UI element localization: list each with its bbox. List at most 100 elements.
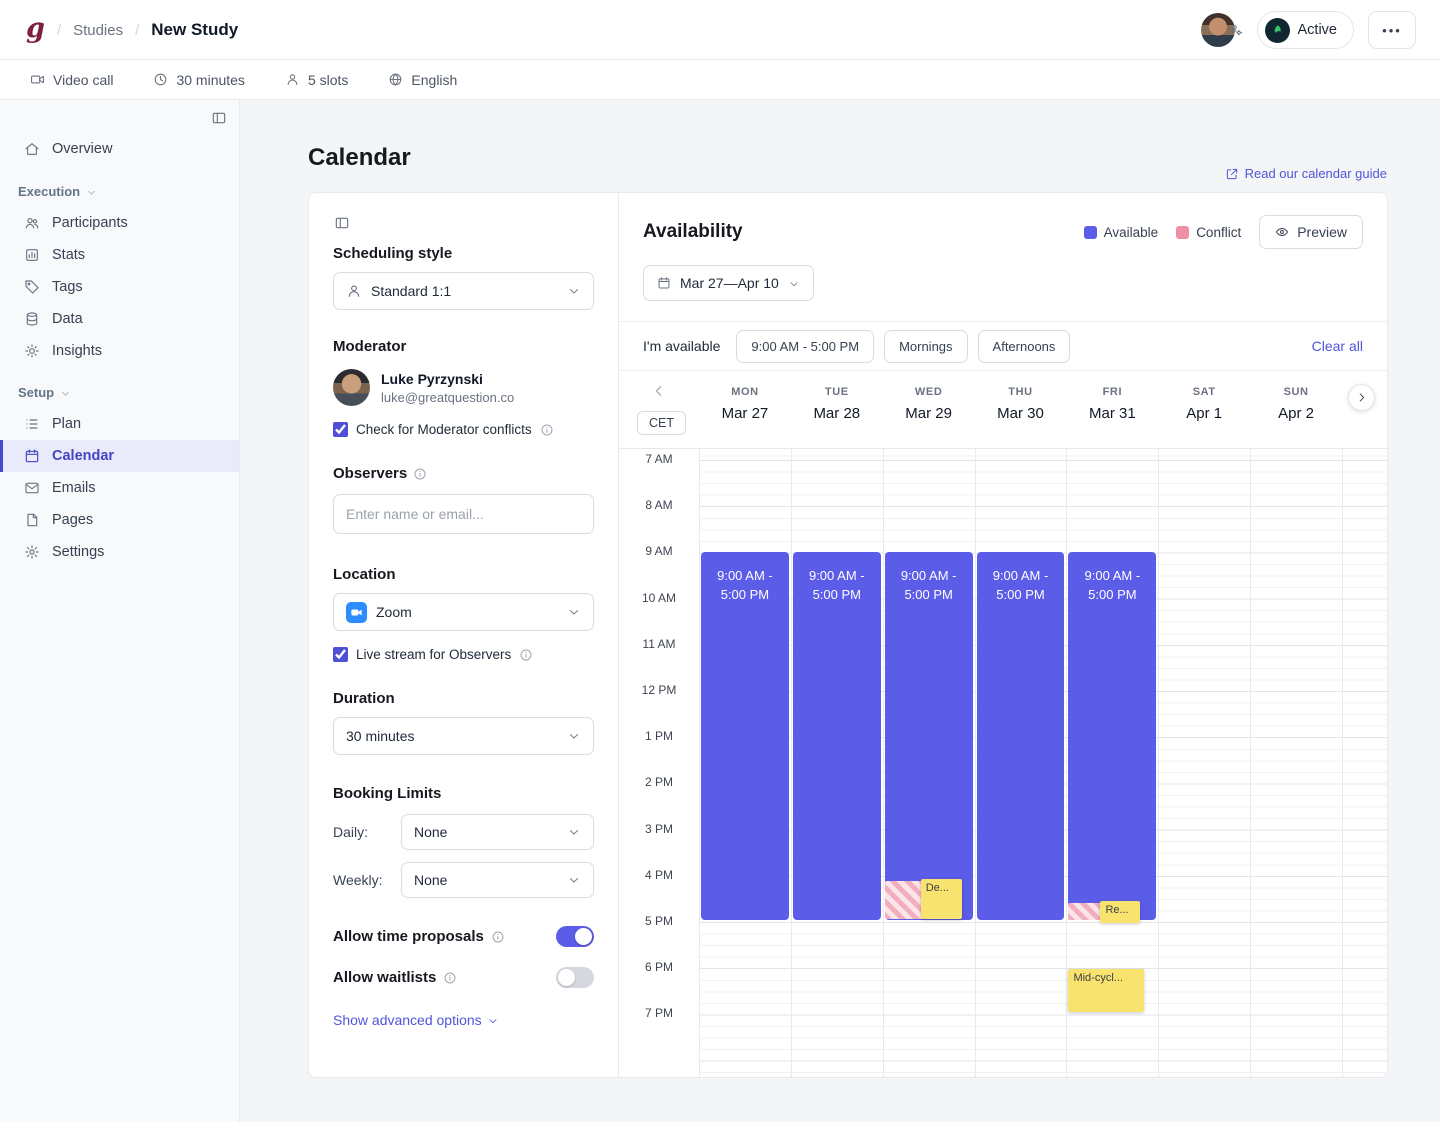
header-actions: Active ••• [1200,0,1416,60]
day-header-wed[interactable]: WED Mar 29 [883,371,975,448]
sidebar-item-label: Participants [52,215,128,231]
preset-afternoons-button[interactable]: Afternoons [977,329,1071,363]
advanced-options-label: Show advanced options [333,1012,482,1028]
sidebar-item-stats[interactable]: Stats [0,239,239,271]
chevron-down-icon [567,729,581,743]
clear-all-link[interactable]: Clear all [1311,338,1363,354]
person-gear-icon[interactable] [1229,23,1243,37]
scheduling-style-select[interactable]: Standard 1:1 [333,272,594,310]
day-column-thu[interactable]: 9:00 AM - 5:00 PM [974,449,1067,1077]
day-column-wed[interactable]: 9:00 AM - 5:00 PM De... [882,449,975,1077]
day-header-thu[interactable]: THU Mar 30 [975,371,1067,448]
timezone-badge[interactable]: CET [637,411,686,435]
user-avatar[interactable] [1200,13,1235,47]
app-logo[interactable]: g [26,12,45,44]
day-header-sun[interactable]: SUN Apr 2 [1250,371,1342,448]
sidebar-item-participants[interactable]: Participants [0,207,239,239]
database-icon [24,311,40,327]
panel-collapse-icon[interactable] [333,215,351,231]
availability-panel: Availability Available Conflict Preview [619,193,1387,1077]
sidebar-item-label: Settings [52,544,105,560]
sidebar-item-label: Stats [52,247,86,263]
sidebar-item-label: Overview [52,141,113,157]
day-column-tue[interactable]: 9:00 AM - 5:00 PM [790,449,883,1077]
sidebar-item-label: Insights [52,343,102,359]
availability-block[interactable]: 9:00 AM - 5:00 PM [976,552,1065,920]
live-stream-checkbox[interactable] [333,647,348,662]
moderator-conflicts-checkbox[interactable] [333,422,348,437]
day-header-sat[interactable]: SAT Apr 1 [1158,371,1250,448]
waitlists-toggle[interactable] [556,967,594,988]
availability-block[interactable]: 9:00 AM - 5:00 PM [884,552,973,920]
info-icon[interactable] [519,648,533,662]
more-options-button[interactable]: ••• [1368,11,1416,49]
live-stream-checkbox-row[interactable]: Live stream for Observers [333,647,594,662]
time-proposals-row: Allow time proposals [333,926,594,947]
preset-hours-button[interactable]: 9:00 AM - 5:00 PM [736,329,875,363]
calendar-note[interactable]: Mid-cycl... [1068,969,1145,1012]
toggle-knob [558,969,575,986]
day-column-sun[interactable] [1250,449,1343,1077]
hour-label: 5 PM [644,914,673,928]
sidebar-item-calendar[interactable]: Calendar [0,440,239,472]
availability-block[interactable]: 9:00 AM - 5:00 PM [792,552,881,920]
toggle-knob [575,928,592,945]
sidebar-collapse-icon[interactable] [211,110,227,126]
observers-input[interactable] [333,494,594,534]
breadcrumb-separator: / [135,21,140,39]
availability-block[interactable]: 9:00 AM - 5:00 PM [701,552,789,920]
sidebar-section-execution[interactable]: Execution [0,184,239,199]
sidebar-item-tags[interactable]: Tags [0,271,239,303]
sidebar-item-overview[interactable]: Overview [0,132,239,166]
next-week-button[interactable] [1348,384,1375,411]
sidebar-item-pages[interactable]: Pages [0,504,239,536]
moderator-row: Luke Pyrzynski luke@greatquestion.co [333,369,594,406]
day-column-fri[interactable]: 9:00 AM - 5:00 PM Re... Mid-cycl... [1066,449,1159,1077]
list-icon [24,416,40,432]
chevron-left-icon[interactable] [651,383,667,399]
chevron-right-icon [1355,391,1368,404]
weekly-limit-select[interactable]: None [401,862,594,898]
day-column-sat[interactable] [1158,449,1251,1077]
im-available-label: I'm available [643,338,721,354]
calendar-grid[interactable]: 7 AM 8 AM 9 AM 10 AM 11 AM 12 PM 1 PM 2 … [619,449,1387,1077]
sidebar-section-setup[interactable]: Setup [0,385,239,400]
preview-button[interactable]: Preview [1259,215,1363,249]
day-header-fri[interactable]: FRI Mar 31 [1066,371,1158,448]
preset-mornings-button[interactable]: Mornings [884,329,968,363]
day-header-tue[interactable]: TUE Mar 28 [791,371,883,448]
duration-select[interactable]: 30 minutes [333,717,594,755]
conflict-hatch[interactable] [884,881,923,919]
sidebar-item-settings[interactable]: Settings [0,536,239,568]
availability-block[interactable]: 9:00 AM - 5:00 PM [1068,552,1157,920]
info-icon[interactable] [413,467,427,481]
status-label: Active [1297,22,1338,38]
advanced-options-link[interactable]: Show advanced options [333,1012,594,1028]
main-content: Calendar Read our calendar guide Schedul… [240,100,1440,1122]
time-proposals-toggle[interactable] [556,926,594,947]
breadcrumb-studies[interactable]: Studies [73,21,124,39]
day-header-mon[interactable]: MON Mar 27 [699,371,791,448]
sidebar-item-plan[interactable]: Plan [0,408,239,440]
location-select[interactable]: Zoom [333,593,594,631]
chevron-down-icon [60,387,71,398]
moderator-conflicts-checkbox-row[interactable]: Check for Moderator conflicts [333,422,594,437]
info-icon[interactable] [540,423,554,437]
calendar-guide-link[interactable]: Read our calendar guide [1225,166,1387,181]
day-column-mon[interactable]: 9:00 AM - 5:00 PM [699,449,791,1077]
moderator-conflicts-label: Check for Moderator conflicts [356,422,532,437]
calendar-note[interactable]: De... [920,879,962,919]
status-button[interactable]: Active [1256,11,1354,49]
daily-limit-select[interactable]: None [401,814,594,850]
conflict-hatch[interactable] [1068,903,1103,920]
sidebar-item-insights[interactable]: Insights [0,335,239,367]
date-range-picker[interactable]: Mar 27—Apr 10 [643,265,814,301]
sidebar-item-data[interactable]: Data [0,303,239,335]
info-icon[interactable] [491,930,505,944]
sidebar-item-emails[interactable]: Emails [0,472,239,504]
legend-available-label: Available [1103,224,1159,240]
calendar-note[interactable]: Re... [1100,901,1141,923]
hour-label: 9 AM [645,544,673,558]
email-icon [24,480,40,496]
info-icon[interactable] [443,971,457,985]
